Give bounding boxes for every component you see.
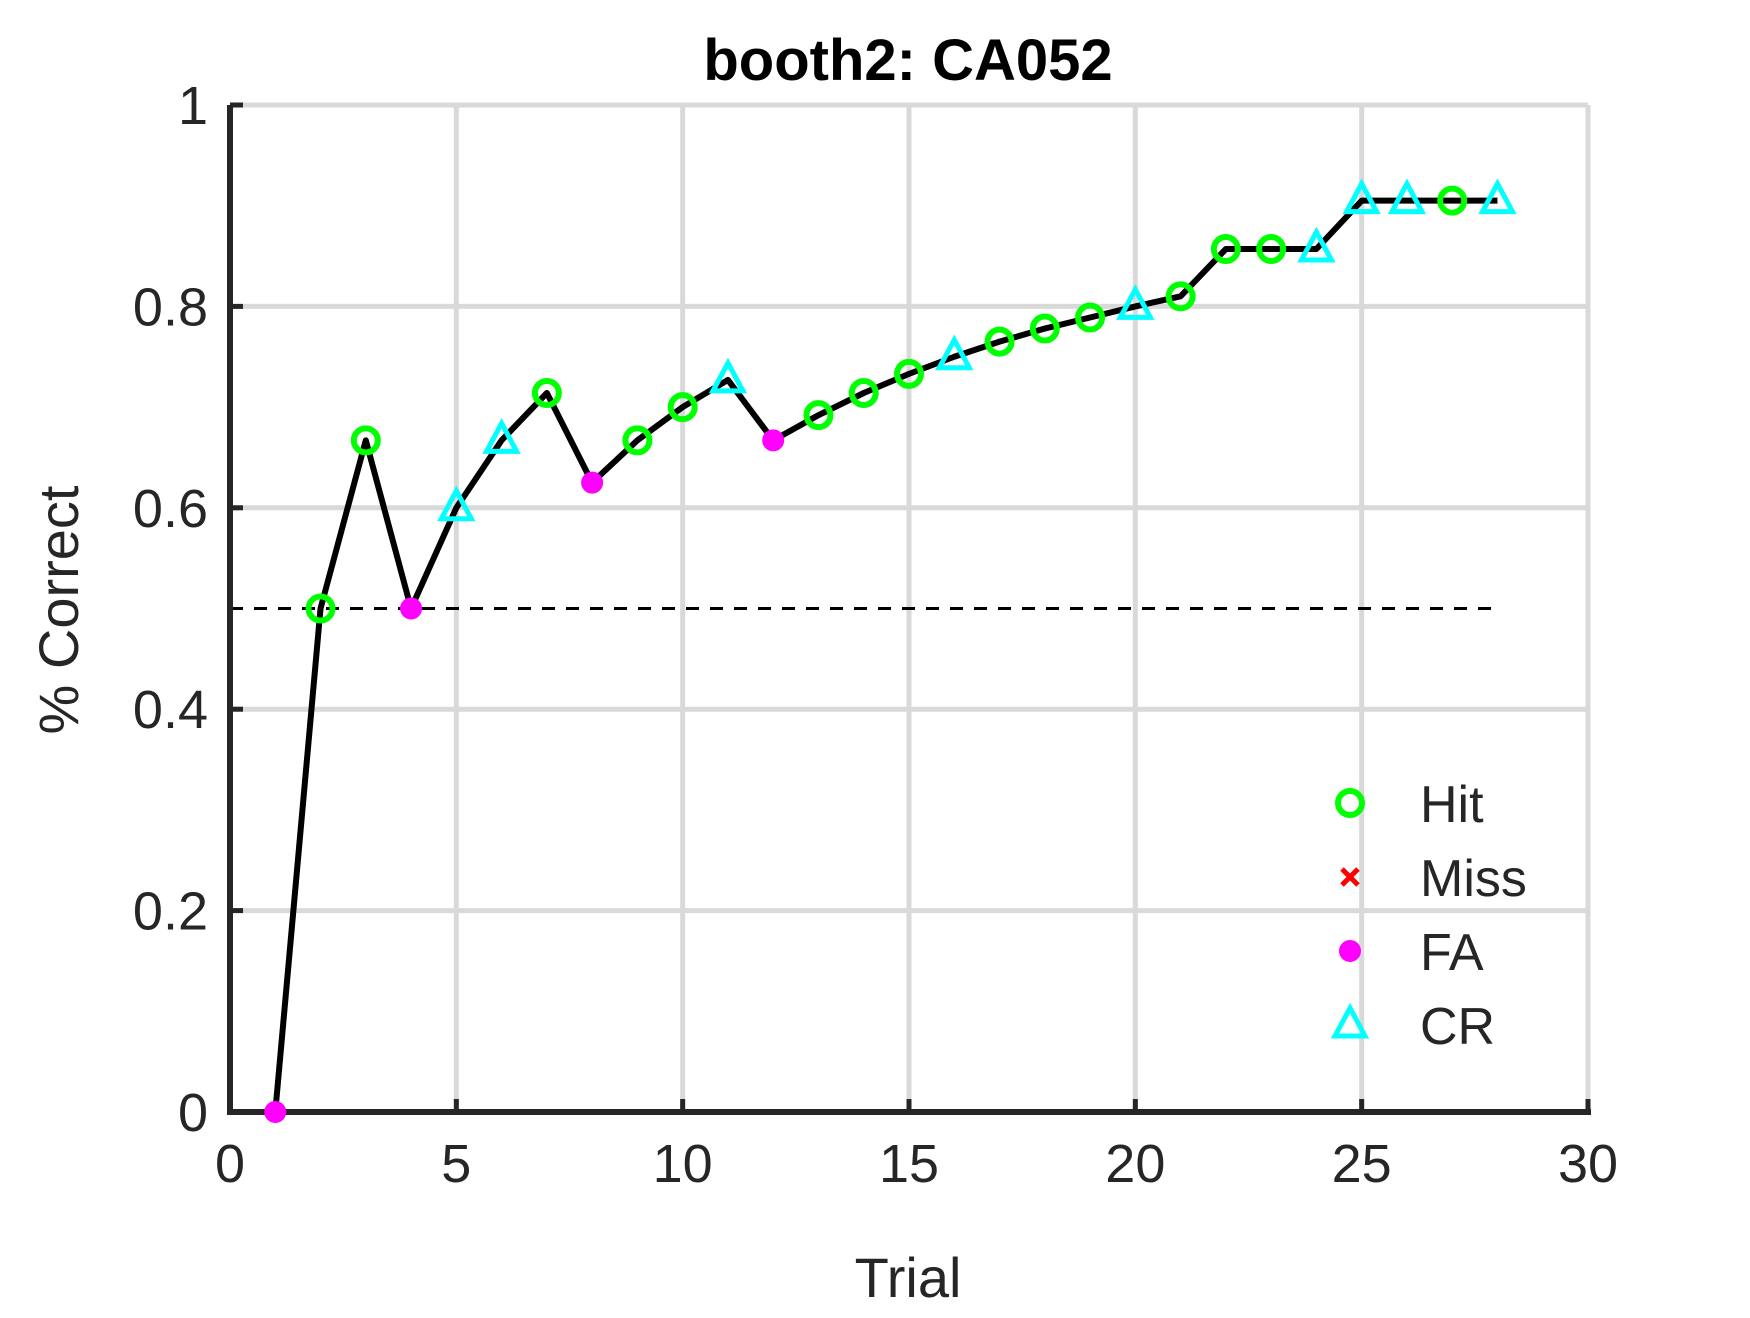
y-axis-label: % Correct (27, 485, 90, 734)
legend-cr-label: CR (1420, 998, 1495, 1056)
cr-marker (1116, 284, 1155, 320)
fa-marker (581, 471, 604, 494)
axes (227, 102, 1591, 1115)
legend: Hit Miss FA CR (1330, 776, 1527, 1056)
y-tick-label: 0.4 (133, 680, 208, 740)
series-line (272, 197, 1498, 1113)
x-tick-label: 20 (1105, 1134, 1165, 1194)
data-markers (264, 178, 1517, 1123)
fa-marker (400, 597, 423, 620)
legend-cr-marker (1330, 1002, 1370, 1039)
hit-marker (1029, 313, 1060, 344)
hit-marker (305, 593, 336, 624)
x-axis-label: Trial (855, 1246, 962, 1309)
hit-marker (622, 425, 653, 456)
hit-marker (803, 400, 834, 431)
x-tick-label: 30 (1558, 1134, 1618, 1194)
hit-marker (667, 392, 698, 423)
miss-stroke (1340, 867, 1360, 887)
hit-marker (1437, 185, 1468, 216)
y-tick-label: 0.6 (133, 479, 208, 539)
hit-marker (1075, 302, 1106, 333)
hit-marker (848, 378, 879, 409)
legend-fa-label: FA (1420, 924, 1484, 982)
y-tick-label: 0 (178, 1083, 208, 1143)
x-tick-label: 10 (653, 1134, 713, 1194)
legend-hit-marker (1335, 788, 1365, 818)
x-tick-label: 15 (879, 1134, 939, 1194)
cr-marker (1342, 178, 1381, 215)
fa-marker (762, 429, 785, 452)
hit-marker (531, 378, 562, 409)
legend-miss-marker (1340, 867, 1360, 887)
x-tick-label: 0 (215, 1134, 245, 1194)
hit-marker (350, 425, 381, 456)
y-tick-label: 0.2 (133, 882, 208, 942)
y-tick-label: 1 (178, 76, 208, 136)
legend-fa-marker (1339, 940, 1361, 962)
cr-marker (1297, 226, 1336, 263)
hit-marker (1210, 234, 1241, 265)
cr-marker (708, 357, 748, 394)
cr-marker (935, 334, 974, 371)
x-tick-label: 5 (441, 1134, 471, 1194)
cr-marker (1478, 178, 1517, 215)
tick-labels: 0 5 10 15 20 25 30 0 0.2 0.4 0.6 0.8 1 (133, 76, 1618, 1194)
y-tick-label: 0.8 (133, 277, 208, 337)
x-tick-label: 25 (1332, 1134, 1392, 1194)
hit-marker (1256, 234, 1287, 265)
hit-marker (894, 358, 924, 389)
chart-title: booth2: CA052 (703, 28, 1112, 93)
legend-miss-label: Miss (1420, 850, 1527, 908)
hit-marker (1165, 281, 1196, 312)
cr-marker (482, 418, 521, 454)
fa-marker (264, 1101, 287, 1123)
legend-hit-label: Hit (1420, 776, 1484, 834)
cr-marker (437, 485, 476, 522)
hit-marker (984, 326, 1015, 357)
cr-marker (1387, 178, 1427, 215)
